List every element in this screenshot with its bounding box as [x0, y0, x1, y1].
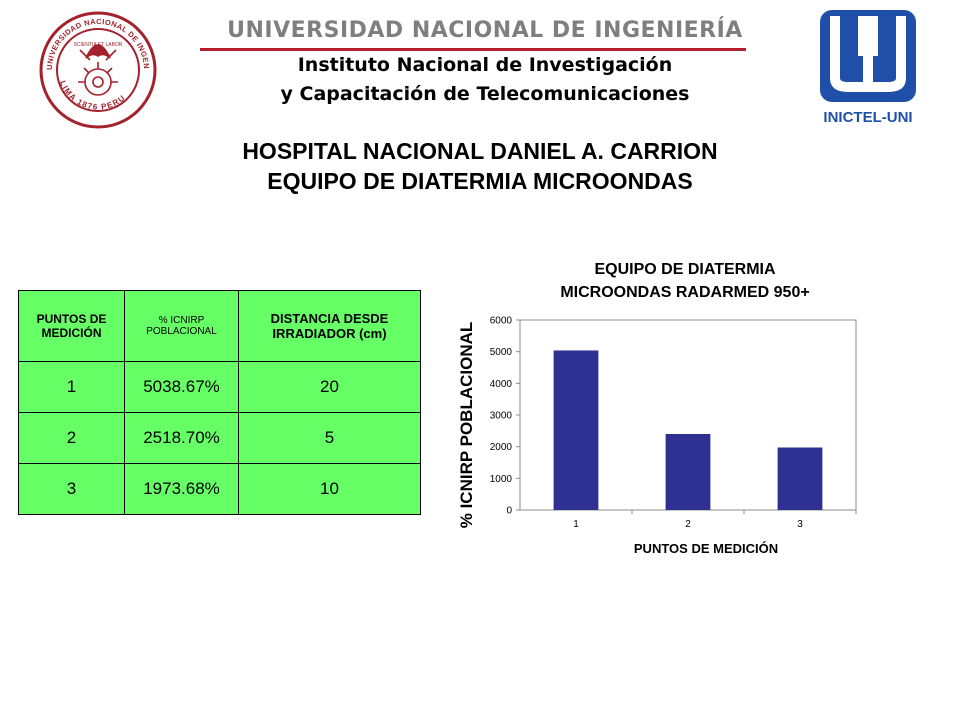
- measurement-table: PUNTOS DE MEDICIÓN % ICNIRP POBLACIONAL …: [18, 290, 421, 515]
- cell-distance: 10: [238, 463, 421, 515]
- cell-icnirp: 2518.70%: [124, 412, 239, 464]
- svg-text:SCIENTIA ET LABOR: SCIENTIA ET LABOR: [74, 42, 123, 48]
- plot-area: 0 1000 2000 3000 4000 5000 6000 1 2 3: [490, 316, 857, 530]
- column-header-points: PUNTOS DE MEDICIÓN: [18, 290, 125, 362]
- uni-seal-logo: UNIVERSIDAD NACIONAL DE INGENIERIA LIMA …: [38, 10, 157, 129]
- table-row: 2 2518.70% 5: [18, 412, 421, 464]
- y-tick-label: 6000: [490, 316, 513, 327]
- report-title-line1: HOSPITAL NACIONAL DANIEL A. CARRION: [242, 138, 718, 164]
- cell-icnirp: 5038.67%: [124, 361, 239, 413]
- inictel-uni-logo: INICTEL-UNI: [820, 10, 916, 126]
- x-tick-label: 3: [797, 519, 803, 530]
- institute-name-line1: Instituto Nacional de Investigación: [297, 54, 673, 76]
- y-tick-label: 3000: [490, 411, 513, 422]
- cell-point: 3: [18, 463, 125, 515]
- university-name: UNIVERSIDAD NACIONAL DE INGENIERÍA: [227, 18, 743, 43]
- y-tick-label: 0: [506, 506, 512, 517]
- bar: [553, 350, 599, 510]
- table-header-row: PUNTOS DE MEDICIÓN % ICNIRP POBLACIONAL …: [18, 290, 421, 362]
- column-header-icnirp: % ICNIRP POBLACIONAL: [124, 290, 239, 362]
- bar: [777, 447, 823, 510]
- x-axis-title: PUNTOS DE MEDICIÓN: [634, 541, 778, 556]
- cell-point: 1: [18, 361, 125, 413]
- column-header-distance: DISTANCIA DESDE IRRADIADOR (cm): [238, 290, 421, 362]
- y-tick-label: 5000: [490, 347, 513, 358]
- y-tick-label: 4000: [490, 379, 513, 390]
- table-row: 3 1973.68% 10: [18, 463, 421, 515]
- svg-text:UNIVERSIDAD NACIONAL DE INGENI: UNIVERSIDAD NACIONAL DE INGENIERIA: [38, 10, 151, 70]
- cell-point: 2: [18, 412, 125, 464]
- svg-text:INICTEL-UNI: INICTEL-UNI: [823, 109, 912, 126]
- cell-distance: 5: [238, 412, 421, 464]
- x-tick-label: 2: [685, 519, 691, 530]
- y-tick-label: 2000: [490, 442, 513, 453]
- cell-icnirp: 1973.68%: [124, 463, 239, 515]
- y-tick-label: 1000: [490, 474, 513, 485]
- chart-title-line1: EQUIPO DE DIATERMIA: [594, 261, 775, 278]
- cell-distance: 20: [238, 361, 421, 413]
- report-title-line2: EQUIPO DE DIATERMIA MICROONDAS: [267, 168, 693, 194]
- x-tick-label: 1: [573, 519, 579, 530]
- chart-title-line2: MICROONDAS RADARMED 950+: [560, 284, 809, 301]
- table-row: 1 5038.67% 20: [18, 361, 421, 413]
- header-divider: [200, 48, 746, 51]
- bar-chart: EQUIPO DE DIATERMIA MICROONDAS RADARMED …: [457, 261, 857, 556]
- y-axis-title: % ICNIRP POBLACIONAL: [457, 322, 476, 529]
- bar: [665, 434, 711, 510]
- institute-name-line2: y Capacitación de Telecomunicaciones: [280, 83, 690, 105]
